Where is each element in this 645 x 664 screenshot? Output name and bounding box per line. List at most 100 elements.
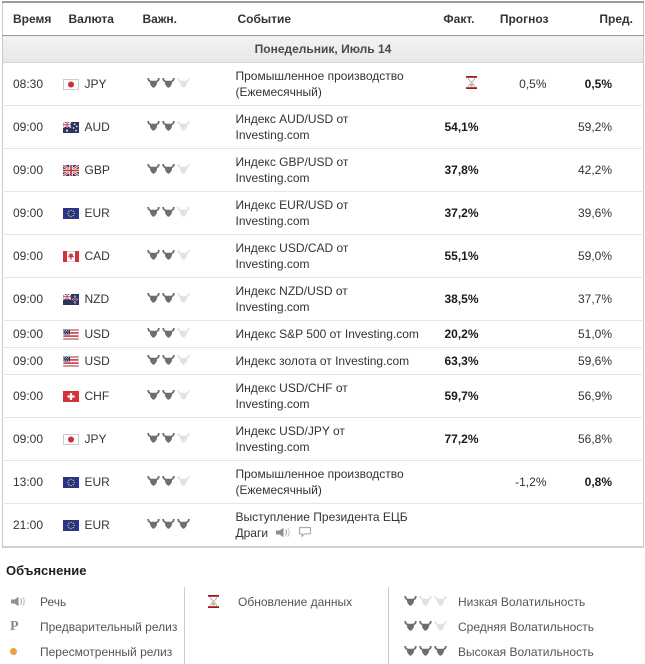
table-row[interactable]: 09:00 USD Индекс S&P 500 от Investing.co… <box>2 321 644 348</box>
event-title[interactable]: Промышленное производство (Ежемесячный) <box>235 69 404 99</box>
importance-bulls-icon <box>133 63 228 106</box>
event-currency: JPY <box>59 418 133 461</box>
eur-flag-icon <box>62 208 79 219</box>
importance-bulls-icon <box>133 235 228 278</box>
actual-value: 54,1% <box>444 120 479 134</box>
event-currency: CAD <box>59 235 133 278</box>
event-currency: AUD <box>59 106 133 149</box>
table-row[interactable]: 09:00 CAD Индекс USD/CAD от Investing.com… <box>2 235 644 278</box>
event-title[interactable]: Индекс S&P 500 от Investing.com <box>235 327 419 341</box>
event-title[interactable]: Индекс USD/CAD от Investing.com <box>235 241 349 271</box>
table-row[interactable]: 08:30 JPY Промышленное производство (Ежем… <box>2 63 644 106</box>
importance-bulls-icon <box>133 149 228 192</box>
legend-item: Высокая Волатильность <box>404 639 641 664</box>
forecast-value <box>479 375 553 418</box>
previous-value: 0,8% <box>584 475 612 489</box>
forecast-value <box>479 418 553 461</box>
event-title[interactable]: Индекс USD/CHF от Investing.com <box>235 381 348 411</box>
importance-bulls-icon <box>133 321 228 348</box>
previous-value: 59,6% <box>577 354 612 368</box>
importance-bulls-icon <box>133 461 228 504</box>
legend-item-label: Предварительный релиз <box>40 619 178 634</box>
currency-code: CAD <box>84 249 110 263</box>
forecast-value <box>479 149 553 192</box>
forecast-value: -1,2% <box>515 475 547 489</box>
actual-value: 38,5% <box>444 292 479 306</box>
forecast-value <box>479 192 553 235</box>
event-time: 09:00 <box>13 432 44 446</box>
hourglass-icon <box>208 595 238 608</box>
actual-value: 55,1% <box>444 249 479 263</box>
table-row[interactable]: 09:00 AUD Индекс AUD/USD от Investing.com… <box>2 106 644 149</box>
event-title[interactable]: Индекс GBP/USD от Investing.com <box>235 155 349 185</box>
col-header-event: Событие <box>227 2 441 36</box>
previous-value: 59,0% <box>577 249 612 263</box>
event-title[interactable]: Индекс золота от Investing.com <box>235 354 410 368</box>
eur-flag-icon <box>62 520 79 531</box>
previous-value: 37,7% <box>577 292 612 306</box>
revised-icon <box>10 648 40 655</box>
table-row[interactable]: 09:00 EUR Индекс EUR/USD от Investing.com… <box>2 192 644 235</box>
legend-column-data-update: Обновление данных <box>184 587 388 664</box>
col-header-time: Время <box>2 2 59 36</box>
legend-item: Пересмотренный релиз <box>4 639 184 664</box>
event-time: 09:00 <box>13 292 44 306</box>
importance-bulls-icon <box>133 278 228 321</box>
event-time: 13:00 <box>13 475 44 489</box>
legend-item: Обновление данных <box>202 589 388 614</box>
table-row[interactable]: 09:00 USD Индекс золота от Investing.com… <box>2 348 644 375</box>
event-time: 08:30 <box>13 77 44 91</box>
importance-bulls-icon <box>133 504 228 548</box>
event-title[interactable]: Выступление Президента ЕЦБ Драги <box>235 510 408 540</box>
table-row[interactable]: 09:00 JPY Индекс USD/JPY от Investing.com… <box>2 418 644 461</box>
event-title[interactable]: Индекс USD/JPY от Investing.com <box>235 424 345 454</box>
table-row[interactable]: 09:00 GBP Индекс GBP/USD от Investing.com… <box>2 149 644 192</box>
actual-value: 20,2% <box>444 327 479 341</box>
col-header-currency: Валюта <box>58 2 133 36</box>
legend-item: Речь <box>4 589 184 614</box>
currency-code: EUR <box>84 206 110 220</box>
previous-value: 56,8% <box>577 432 612 446</box>
cad-flag-icon <box>62 251 79 262</box>
event-currency: CHF <box>59 375 133 418</box>
currency-code: USD <box>84 327 110 341</box>
preliminary-icon: P <box>10 618 19 634</box>
comment-icon[interactable] <box>298 526 312 538</box>
table-row[interactable]: 09:00 NZD Индекс NZD/USD от Investing.com… <box>2 278 644 321</box>
currency-code: AUD <box>84 120 110 134</box>
hourglass-icon <box>465 75 477 92</box>
currency-code: NZD <box>84 292 110 306</box>
nzd-flag-icon <box>62 293 79 305</box>
table-row[interactable]: 09:00 CHF Индекс USD/CHF от Investing.com… <box>2 375 644 418</box>
event-currency: GBP <box>59 149 133 192</box>
eur-flag-icon <box>62 477 79 488</box>
table-row[interactable]: 13:00 EUR Промышленное производство (Ежем… <box>2 461 644 504</box>
event-currency: JPY <box>59 63 133 106</box>
forecast-value <box>479 504 553 548</box>
currency-code: GBP <box>84 163 110 177</box>
jpy-flag-icon <box>62 434 79 445</box>
event-title[interactable]: Индекс AUD/USD от Investing.com <box>235 112 349 142</box>
actual-value: 37,2% <box>444 206 479 220</box>
event-title[interactable]: Промышленное производство (Ежемесячный) <box>235 467 404 497</box>
currency-code: EUR <box>84 518 110 532</box>
event-currency: NZD <box>59 278 133 321</box>
event-title[interactable]: Индекс NZD/USD от Investing.com <box>235 284 348 314</box>
jpy-flag-icon <box>62 79 79 90</box>
importance-bulls-icon <box>133 375 228 418</box>
legend-section: Объяснение Речь P Предварительный релиз Пер… <box>4 563 641 664</box>
legend-item: Низкая Волатильность <box>404 589 641 614</box>
event-time: 09:00 <box>13 120 44 134</box>
currency-code: JPY <box>84 432 107 446</box>
event-time: 09:00 <box>13 206 44 220</box>
event-title[interactable]: Индекс EUR/USD от Investing.com <box>235 198 349 228</box>
importance-bulls-icon <box>133 106 228 149</box>
legend-item: Средняя Волатильность <box>404 614 641 639</box>
legend-column-volatility: Низкая Волатильность Средняя Волатильност… <box>388 587 641 664</box>
speech-icon <box>10 596 40 607</box>
day-header-row: Понедельник, Июль 14 <box>2 35 644 63</box>
previous-value: 0,5% <box>584 77 612 91</box>
legend-item-label: Низкая Волатильность <box>458 594 586 609</box>
table-row[interactable]: 21:00 EUR Выступление Президента ЕЦБ Драг… <box>3 504 644 548</box>
